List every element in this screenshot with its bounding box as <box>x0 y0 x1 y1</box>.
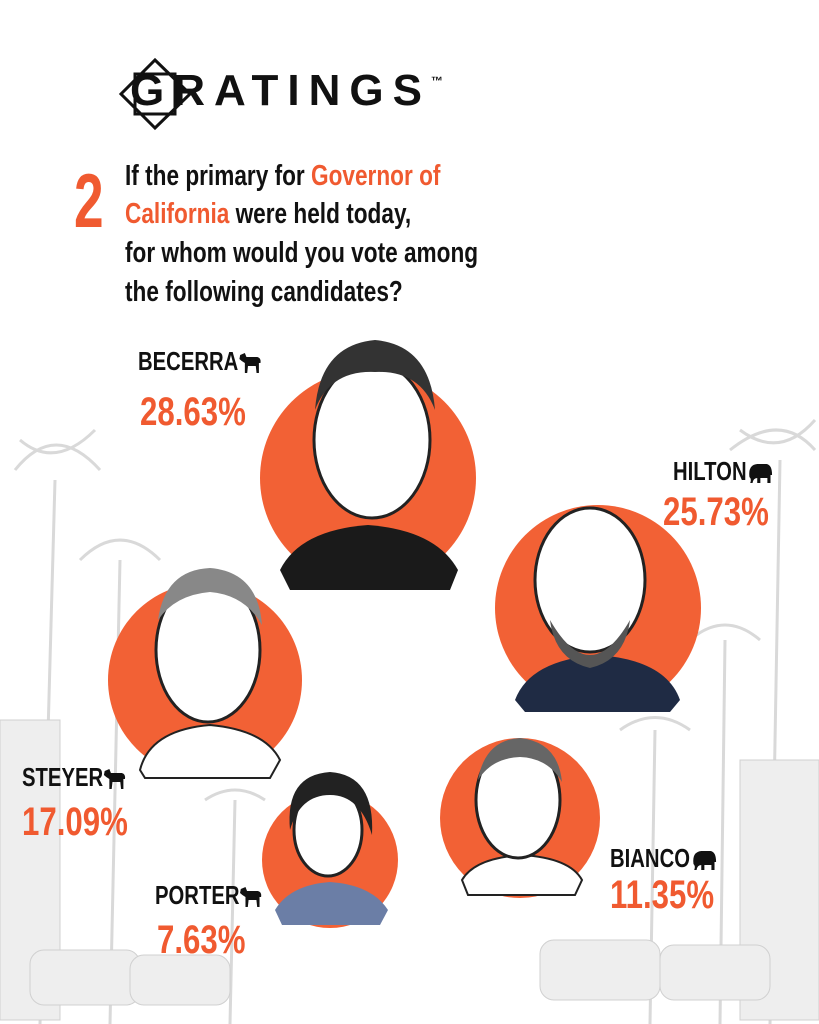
logo-icon <box>118 57 193 131</box>
portrait <box>440 738 600 898</box>
question-line: the following candidates? <box>125 276 403 309</box>
logo-trademark: ™ <box>430 74 443 88</box>
candidate-name-row: PORTER <box>155 880 263 911</box>
portrait <box>495 505 701 712</box>
question-highlight: California <box>125 198 230 230</box>
street <box>0 719 819 1021</box>
candidate-name-row: HILTON <box>673 456 773 487</box>
candidate-result: 17.09% <box>22 800 128 844</box>
candidate-name: BIANCO <box>610 843 690 873</box>
candidate-name: STEYER <box>22 762 104 792</box>
candidate-result: 25.73% <box>663 490 769 534</box>
logo: GRATINGS™ <box>130 66 443 116</box>
question-line: If the primary for Governor of <box>125 160 440 193</box>
question-number: 2 <box>74 159 104 244</box>
logo-text: GRATINGS <box>130 66 431 115</box>
candidate-name-row: BIANCO <box>610 843 717 874</box>
candidate-name-row: BECERRA <box>138 346 262 377</box>
party-icon <box>690 843 717 873</box>
question-text: If the primary for <box>125 160 305 192</box>
portrait <box>260 340 476 590</box>
question-line: for whom would you vote among <box>125 237 478 270</box>
party-icon <box>240 880 263 910</box>
party-icon <box>103 762 126 792</box>
party-icon <box>238 346 261 376</box>
candidate-name: BECERRA <box>138 346 239 376</box>
candidate-name: HILTON <box>673 456 747 486</box>
candidate-result: 28.63% <box>140 390 246 434</box>
candidate-result: 7.63% <box>157 918 246 962</box>
candidate-name: PORTER <box>155 880 240 910</box>
portrait <box>262 772 398 928</box>
question-line: California were held today, <box>125 198 411 231</box>
question-highlight: Governor of <box>310 160 441 192</box>
question-text: the following candidates? <box>125 276 403 308</box>
candidate-name-row: STEYER <box>22 762 127 793</box>
party-icon <box>747 456 774 486</box>
portrait <box>108 568 302 779</box>
question-text: were held today, <box>235 198 412 230</box>
question-text: for whom would you vote among <box>125 237 479 269</box>
portraits <box>108 340 701 928</box>
candidate-result: 11.35% <box>610 873 715 917</box>
